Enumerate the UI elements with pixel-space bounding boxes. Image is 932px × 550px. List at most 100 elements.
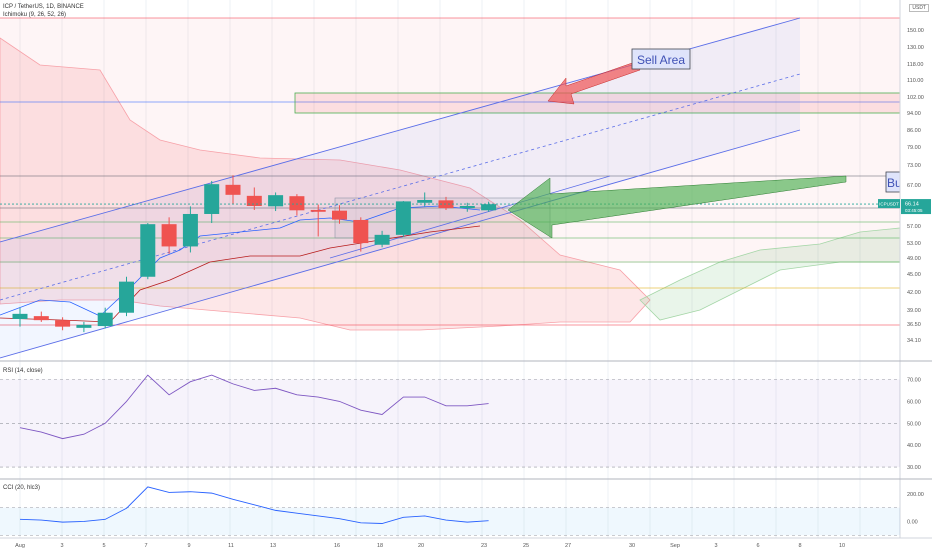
candle[interactable] (182, 206, 198, 253)
time-tick-label: 18 (377, 543, 383, 549)
last-price-label: 66.14 (905, 202, 919, 208)
candle-body (332, 210, 347, 220)
buy-arrow[interactable] (507, 175, 847, 239)
grid (19, 0, 861, 538)
candle-body (55, 320, 71, 327)
candle-body (161, 224, 177, 247)
sell-label-box[interactable] (631, 48, 691, 70)
time-tick-label: 7 (144, 543, 147, 549)
price-tick-label: 79.00 (907, 145, 921, 151)
cci-tick-label: 0.00 (907, 519, 918, 525)
candle[interactable] (246, 187, 262, 210)
candle[interactable] (459, 202, 475, 212)
channel-fill (0, 18, 800, 358)
candle[interactable] (310, 204, 326, 237)
price-axis-labels: 150.00 130.00 118.00 110.00 102.00 94.00 86.00… (907, 28, 924, 344)
price-tick-label: 45.00 (907, 272, 921, 278)
candle[interactable] (33, 311, 49, 322)
last-price-badge[interactable] (901, 199, 931, 215)
candle[interactable] (289, 194, 305, 216)
candle-body (353, 219, 369, 244)
candle[interactable] (268, 192, 284, 212)
rsi-tick-label: 30.00 (907, 465, 921, 471)
main-pane[interactable] (0, 0, 900, 360)
rsi-tick-label: 40.00 (907, 443, 921, 449)
candle-body (119, 281, 134, 313)
candle-body (97, 312, 113, 327)
candle[interactable] (12, 307, 28, 327)
rsi-label: RSI (14, close) (3, 368, 43, 374)
time-tick-label: 3 (60, 543, 63, 549)
candle[interactable] (332, 205, 347, 224)
time-tick-label: Sep (670, 543, 680, 549)
ticker-badge[interactable] (878, 199, 900, 209)
candle[interactable] (55, 317, 71, 331)
price-tick-label: 73.00 (907, 163, 921, 169)
candle-body (76, 324, 92, 328)
price-tick-label: 94.00 (907, 111, 921, 117)
candle-body (374, 234, 390, 245)
candle[interactable] (119, 276, 134, 317)
time-tick-label: 13 (270, 543, 276, 549)
cci-tick-label: 200.00 (907, 492, 924, 498)
cci-line (19, 486, 489, 524)
candle[interactable] (374, 230, 390, 248)
candle[interactable] (481, 201, 497, 212)
price-tick-label: 42.00 (907, 290, 921, 296)
candle[interactable] (97, 307, 113, 329)
candle[interactable] (76, 321, 92, 333)
ticker-badge-label: ICPUSDT (879, 202, 899, 207)
candle-body (289, 196, 305, 211)
candle-body (225, 184, 241, 195)
price-tick-label: 150.00 (907, 28, 924, 34)
currency-badge[interactable]: USDT (909, 4, 929, 12)
channel-lower-line[interactable] (0, 129, 801, 359)
candle[interactable] (395, 201, 411, 237)
time-tick-label: 10 (839, 543, 845, 549)
time-tick-label: 8 (798, 543, 801, 549)
time-tick-label: 30 (629, 543, 635, 549)
candle-body (12, 313, 28, 320)
buy-area-label: Bu (887, 176, 902, 190)
tenkan-line (0, 205, 481, 317)
candle[interactable] (353, 217, 369, 252)
candle-body (204, 184, 220, 214)
candle-body (481, 204, 497, 211)
cci-axis-labels: 200.00 0.00 (907, 492, 924, 526)
price-tick-label: 86.00 (907, 128, 921, 134)
time-tick-label: 23 (481, 543, 487, 549)
rsi-tick-label: 70.00 (907, 378, 921, 384)
price-tick-label: 34.10 (907, 338, 921, 344)
candle[interactable] (161, 217, 177, 254)
price-tick-label: 67.00 (907, 183, 921, 189)
rsi-tick-label: 60.00 (907, 399, 921, 405)
channel-mid-line[interactable] (0, 73, 801, 301)
candle-body (246, 195, 262, 206)
price-tick-label: 130.00 (907, 45, 924, 51)
candle[interactable] (204, 180, 220, 224)
time-axis[interactable]: Aug 3 5 7 9 11 13 16 18 20 23 25 27 30 Sep 3 6 8 10 (15, 543, 845, 549)
rsi-line (19, 374, 489, 440)
price-axis[interactable] (900, 0, 932, 550)
time-tick-label: Aug (15, 543, 25, 549)
time-tick-label: 27 (565, 543, 571, 549)
candle[interactable] (225, 175, 241, 205)
candle-body (33, 316, 49, 321)
price-tick-label: 53.00 (907, 241, 921, 247)
candle-body (310, 209, 326, 212)
price-tick-label: 102.00 (907, 95, 924, 101)
candle[interactable] (140, 223, 156, 280)
candle-body (182, 213, 198, 247)
price-tick-label: 57.00 (907, 224, 921, 230)
price-tick-label: 118.00 (907, 62, 923, 68)
time-tick-label: 25 (523, 543, 529, 549)
candle-body (395, 201, 411, 235)
cci-label: CCI (20, hlc3) (3, 485, 41, 491)
time-tick-label: 11 (228, 543, 234, 549)
countdown-label: 03:45:05 (905, 208, 923, 213)
candle-body (417, 199, 433, 203)
candle-body (140, 224, 156, 277)
ichimoku-label: Ichimoku (9, 26, 52, 26) (3, 12, 67, 18)
